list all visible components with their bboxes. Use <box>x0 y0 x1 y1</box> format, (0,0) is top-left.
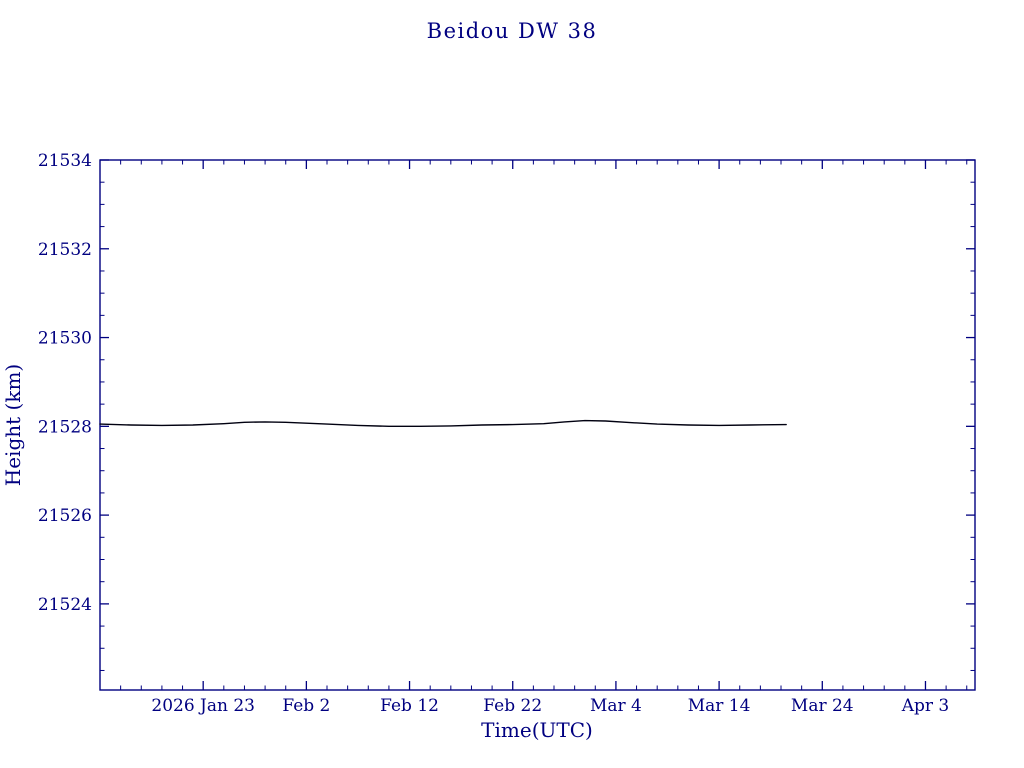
y-tick-label: 21532 <box>38 240 92 260</box>
y-axis-title: Height (km) <box>1 364 25 486</box>
x-axis-title: Time(UTC) <box>481 718 593 742</box>
y-tick-label: 21530 <box>38 329 92 349</box>
height-series-line <box>99 419 787 428</box>
axes-layer: 2026 Jan 23 Feb 2 Feb 12 Feb 22 Mar 4 Mar 14 M… <box>38 151 976 716</box>
x-tick-label: Mar 14 <box>688 696 751 716</box>
y-tick-label: 21528 <box>38 417 92 437</box>
chart-title: Beidou DW 38 <box>427 19 598 43</box>
x-tick-label: Feb 2 <box>282 696 330 716</box>
x-tick-label: Feb 12 <box>380 696 439 716</box>
x-tick-label: Apr 3 <box>901 696 950 716</box>
x-tick-label: Mar 24 <box>791 696 854 716</box>
y-tick-label: 21526 <box>38 506 92 526</box>
plot-border <box>99 159 976 691</box>
x-tick-label: Feb 22 <box>483 696 542 716</box>
y-tick-label: 21534 <box>38 151 92 171</box>
x-tick-label: Mar 4 <box>590 696 642 716</box>
data-layer <box>99 419 787 428</box>
x-tick-label: 2026 Jan 23 <box>151 696 255 716</box>
y-tick-label: 21524 <box>38 595 92 615</box>
